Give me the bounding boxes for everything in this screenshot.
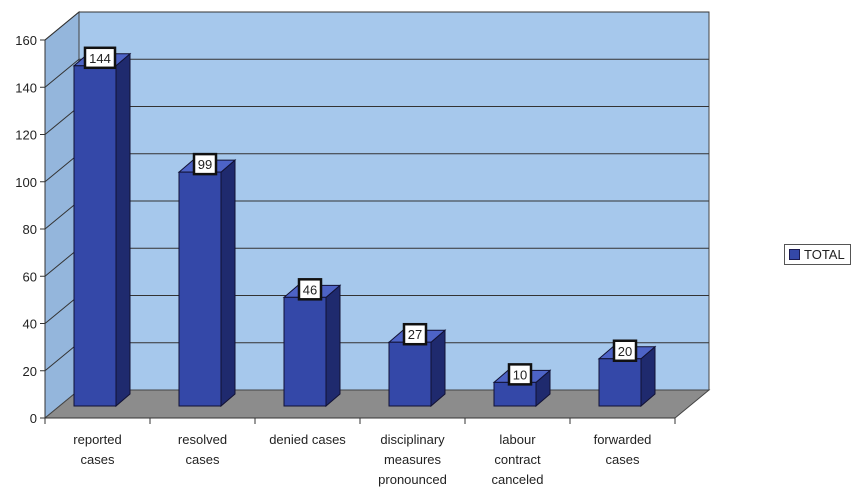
data-label-box	[297, 278, 323, 301]
bar	[387, 329, 447, 408]
y-tick-label: 0	[30, 411, 37, 426]
legend: TOTAL	[784, 244, 851, 265]
data-label: 99	[198, 157, 212, 172]
bar-side	[220, 159, 236, 408]
data-label: 46	[303, 282, 317, 297]
gridline-side	[44, 58, 80, 88]
x-tick-label: resolved cases	[178, 432, 227, 467]
data-label-box	[192, 152, 218, 176]
legend-swatch	[789, 249, 800, 260]
data-label-box	[612, 339, 638, 362]
y-tick-labels: 0 20 40 60 80 100 120 140 160	[15, 33, 37, 426]
gridline-side	[44, 342, 80, 372]
gridline-side	[44, 295, 80, 324]
bar	[597, 345, 657, 408]
gridline-side	[44, 200, 80, 230]
y-tick-label: 140	[15, 80, 37, 95]
x-tick-label: labour contract canceled	[491, 432, 543, 487]
bar-side	[115, 52, 131, 408]
x-tick-label: disciplinary measures pronounced	[378, 432, 447, 487]
bar-front	[73, 65, 117, 407]
bar-front	[283, 296, 327, 407]
bar-side	[430, 329, 446, 408]
bar	[282, 284, 342, 408]
data-label-box	[507, 363, 533, 386]
x-tick-label: reported cases	[73, 432, 121, 467]
data-label: 144	[89, 51, 111, 66]
bar-front	[598, 358, 642, 407]
y-tick-label: 40	[23, 317, 37, 332]
y-tick-label: 160	[15, 33, 37, 48]
y-tick-label: 80	[23, 222, 37, 237]
x-tick-label: denied cases	[269, 432, 346, 447]
bar-side	[325, 284, 341, 408]
gridline-side	[44, 11, 80, 41]
gridline-side	[44, 247, 80, 277]
bars	[72, 52, 657, 408]
data-label: 20	[618, 344, 632, 359]
y-tick-label: 100	[15, 175, 37, 190]
y-tick-label: 120	[15, 128, 37, 143]
y-tick-label: 20	[23, 364, 37, 379]
data-labels: 144 99 46 27 10 20	[83, 46, 638, 386]
bar-front	[178, 171, 222, 407]
legend-label: TOTAL	[804, 247, 845, 262]
bar-front	[493, 381, 537, 407]
gridline-side	[44, 106, 80, 135]
bar-front	[388, 341, 432, 407]
y-tick-label: 60	[23, 269, 37, 284]
x-tick-label: forwarded cases	[594, 432, 652, 467]
data-label: 27	[408, 327, 422, 342]
data-label-box	[402, 322, 428, 346]
axes	[40, 39, 676, 424]
gridline-side	[44, 153, 80, 183]
bar	[72, 52, 132, 408]
bar	[177, 159, 237, 408]
data-label-box	[83, 46, 117, 70]
data-label: 10	[513, 367, 527, 382]
x-tick-labels: reported cases resolved cases denied cases di…	[73, 432, 651, 487]
